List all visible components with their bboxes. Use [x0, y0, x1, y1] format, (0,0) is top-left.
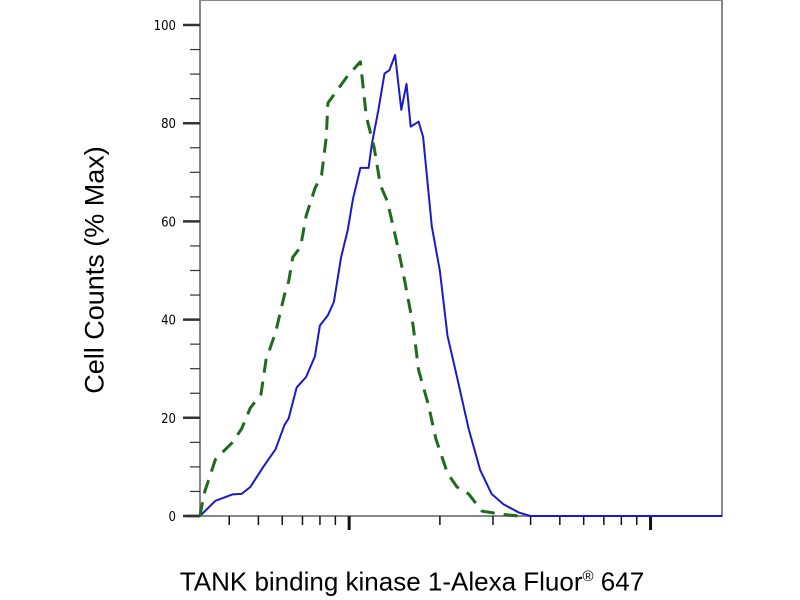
registered-mark: ® [582, 567, 594, 585]
x-axis-label: TANK binding kinase 1-Alexa Fluor® 647 [180, 567, 644, 598]
y-tick-label: 60 [161, 215, 176, 230]
plot-frame [199, 0, 723, 517]
y-tick-label: 0 [169, 510, 176, 525]
control-histogram-dashed [198, 60, 520, 518]
x-axis-label-main: TANK binding kinase 1-Alexa Fluor [179, 566, 583, 597]
x-axis-label-tail: 647 [593, 566, 645, 597]
sample-histogram-solid [199, 54, 722, 517]
y-tick-label: 100 [154, 19, 176, 34]
y-tick-label: 40 [161, 314, 176, 329]
y-tick-label: 20 [161, 412, 176, 427]
y-tick-label: 80 [161, 117, 176, 132]
y-axis-label: Cell Counts (% Max) [79, 146, 110, 394]
